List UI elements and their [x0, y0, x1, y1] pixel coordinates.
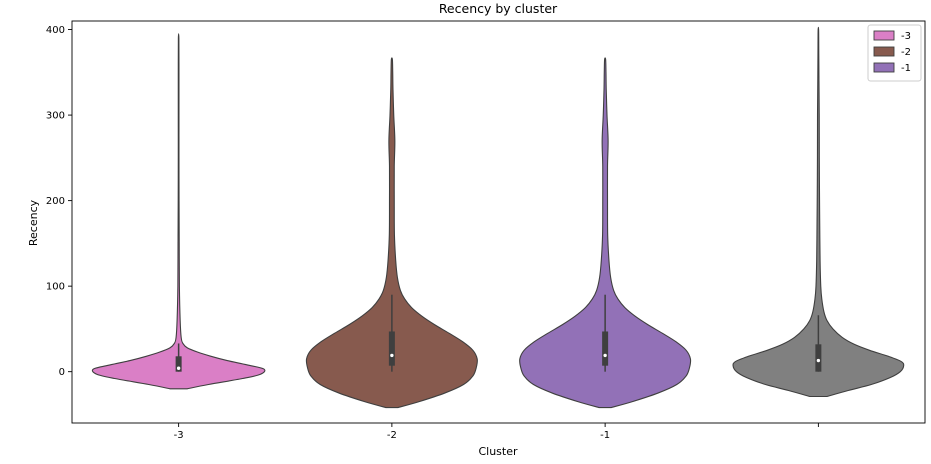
violin-body [305, 57, 478, 409]
violin-iqr-box [388, 331, 395, 366]
violin-body [732, 26, 905, 398]
y-tick-label: 300 [46, 111, 65, 122]
y-axis: 0 100 200 300 400 [46, 25, 72, 378]
x-axis: -3 -2 -1 [174, 423, 819, 441]
violin-iqr-box [602, 331, 609, 366]
violin-median-marker [390, 353, 394, 358]
x-tick-label: -3 [174, 430, 184, 441]
violin-iqr-box [815, 344, 822, 372]
y-tick-label: 200 [46, 196, 65, 207]
y-axis-title: Recency [27, 199, 40, 246]
chart-title: Recency by cluster [439, 1, 558, 16]
y-tick-label: 400 [46, 25, 65, 36]
legend-swatch [873, 62, 895, 73]
x-axis-title: Cluster [478, 445, 518, 458]
plot-frame [71, 20, 926, 424]
legend-label: -2 [901, 47, 911, 58]
violin-body [91, 33, 266, 390]
violin-iqr-box [175, 356, 182, 372]
legend: -3 -2 -1 [867, 24, 922, 82]
x-tick-label: -2 [387, 430, 397, 441]
legend-swatch [873, 30, 895, 41]
legend-label: -3 [901, 31, 911, 42]
violin-body [519, 57, 692, 409]
plot-area [91, 26, 905, 409]
legend-swatch [873, 46, 895, 57]
legend-label: -1 [901, 63, 911, 74]
violin-median-marker [176, 366, 181, 370]
x-tick-label: -1 [600, 430, 610, 441]
violin-median-marker [816, 358, 821, 363]
y-tick-label: 0 [59, 367, 65, 378]
violin-median-marker [603, 353, 607, 358]
y-tick-label: 100 [46, 282, 65, 293]
